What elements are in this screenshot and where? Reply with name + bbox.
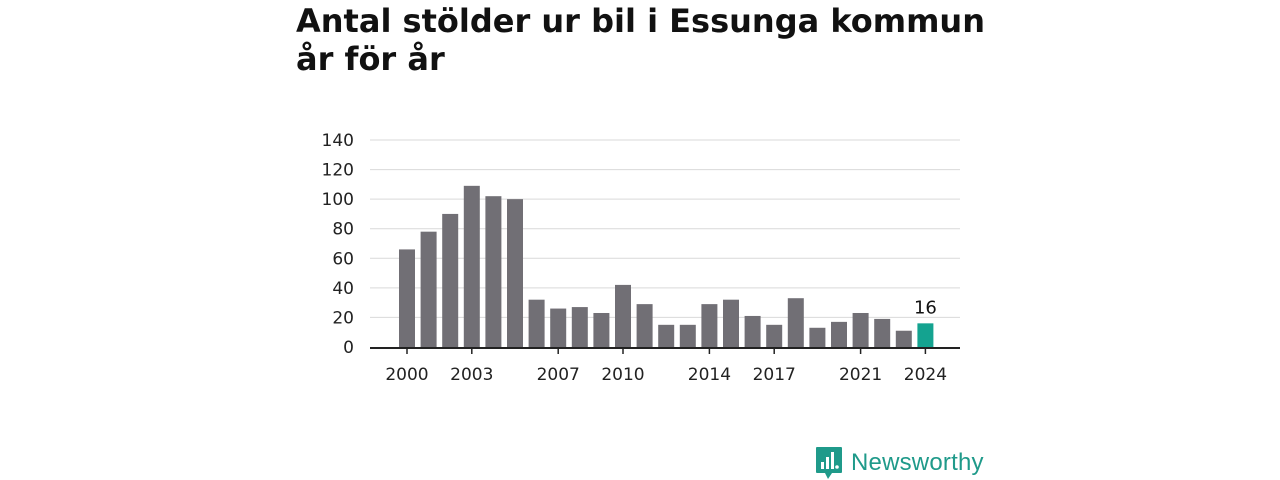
- bar-2021: [852, 312, 869, 347]
- bar-2003: [463, 185, 480, 347]
- bar-2012: [658, 324, 675, 347]
- y-tick-label: 80: [332, 220, 354, 240]
- bars: [399, 185, 934, 347]
- bar-2019: [809, 327, 826, 347]
- brand-name: Newsworthy: [851, 449, 984, 476]
- x-tick-label: 2014: [688, 365, 731, 385]
- y-tick-label: 20: [332, 308, 354, 328]
- data-labels: 16: [914, 297, 937, 318]
- bar-2016: [744, 315, 761, 347]
- y-tick-label: 60: [332, 249, 354, 269]
- x-tick-label: 2010: [601, 365, 644, 385]
- gridlines: [370, 139, 960, 318]
- bar-2011: [636, 304, 653, 347]
- bar-2018: [787, 298, 804, 347]
- bar-2006: [528, 299, 545, 347]
- bar-2007: [550, 308, 567, 347]
- bar-2000: [399, 249, 415, 347]
- bar-2023: [895, 330, 912, 347]
- bar-2017: [766, 324, 783, 347]
- bar-chart-logo-icon: [816, 447, 842, 479]
- bar-2009: [593, 312, 610, 347]
- chart-title: Antal stölder ur bil i Essunga kommun år…: [296, 2, 996, 78]
- bar-2015: [723, 299, 739, 347]
- y-tick-label: 40: [332, 279, 354, 299]
- data-label-2024: 16: [914, 297, 937, 318]
- y-tick-label: 0: [343, 338, 354, 358]
- x-tick-label: 2024: [904, 365, 947, 385]
- x-tick-label: 2007: [537, 365, 580, 385]
- bar-2004: [485, 196, 502, 347]
- chart-title-line-1: Antal stölder ur bil i Essunga kommun: [296, 2, 985, 40]
- chart-title-line-2: år för år: [296, 40, 445, 78]
- bar-2022: [874, 318, 891, 347]
- y-tick-label: 120: [322, 161, 354, 181]
- x-tick-label: 2021: [839, 365, 882, 385]
- bar-2024: [917, 323, 934, 347]
- y-axis-ticks: 0 20 40 60 80 100 120 140: [322, 131, 354, 358]
- bar-2013: [679, 324, 696, 347]
- x-tick-label: 2003: [450, 365, 493, 385]
- bar-2002: [442, 213, 459, 347]
- y-tick-label: 140: [322, 131, 354, 151]
- bar-2001: [420, 231, 437, 347]
- newsworthy-brand: Newsworthy: [815, 446, 984, 480]
- x-tick-label: 2000: [385, 365, 428, 385]
- y-tick-label: 100: [322, 190, 354, 210]
- bar-2020: [831, 321, 847, 347]
- bar-2008: [571, 307, 588, 347]
- bar-2010: [615, 284, 631, 347]
- x-axis-ticks: 2000 2003 2007 2010 2014 2017 2021 2024: [385, 348, 947, 385]
- bar-2014: [701, 304, 718, 347]
- bar-2005: [507, 199, 523, 347]
- x-tick-label: 2017: [753, 365, 796, 385]
